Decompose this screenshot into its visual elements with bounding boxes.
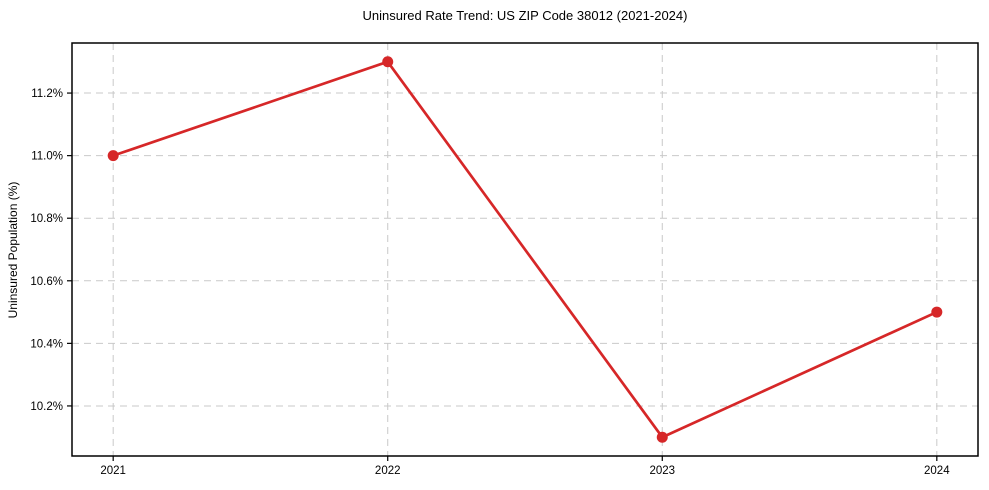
data-point xyxy=(107,150,119,162)
y-tick-label: 10.4% xyxy=(30,338,63,350)
trend-line xyxy=(111,60,939,439)
x-tick-label: 2022 xyxy=(375,465,401,477)
y-tick-label: 11.2% xyxy=(31,88,63,100)
y-tick-label: 10.8% xyxy=(30,213,63,225)
x-tick-label: 2024 xyxy=(924,465,950,477)
x-tick-label: 2023 xyxy=(649,465,675,477)
x-tick-label: 2021 xyxy=(100,465,126,477)
data-point xyxy=(931,306,943,318)
chart-title: Uninsured Rate Trend: US ZIP Code 38012 … xyxy=(362,8,688,23)
y-tick-label: 11.0% xyxy=(31,151,63,163)
data-point xyxy=(382,56,394,68)
data-point xyxy=(656,431,668,443)
y-tick-label: 10.2% xyxy=(30,401,63,413)
y-tick-label: 10.6% xyxy=(30,276,63,288)
plot-border xyxy=(71,42,979,457)
